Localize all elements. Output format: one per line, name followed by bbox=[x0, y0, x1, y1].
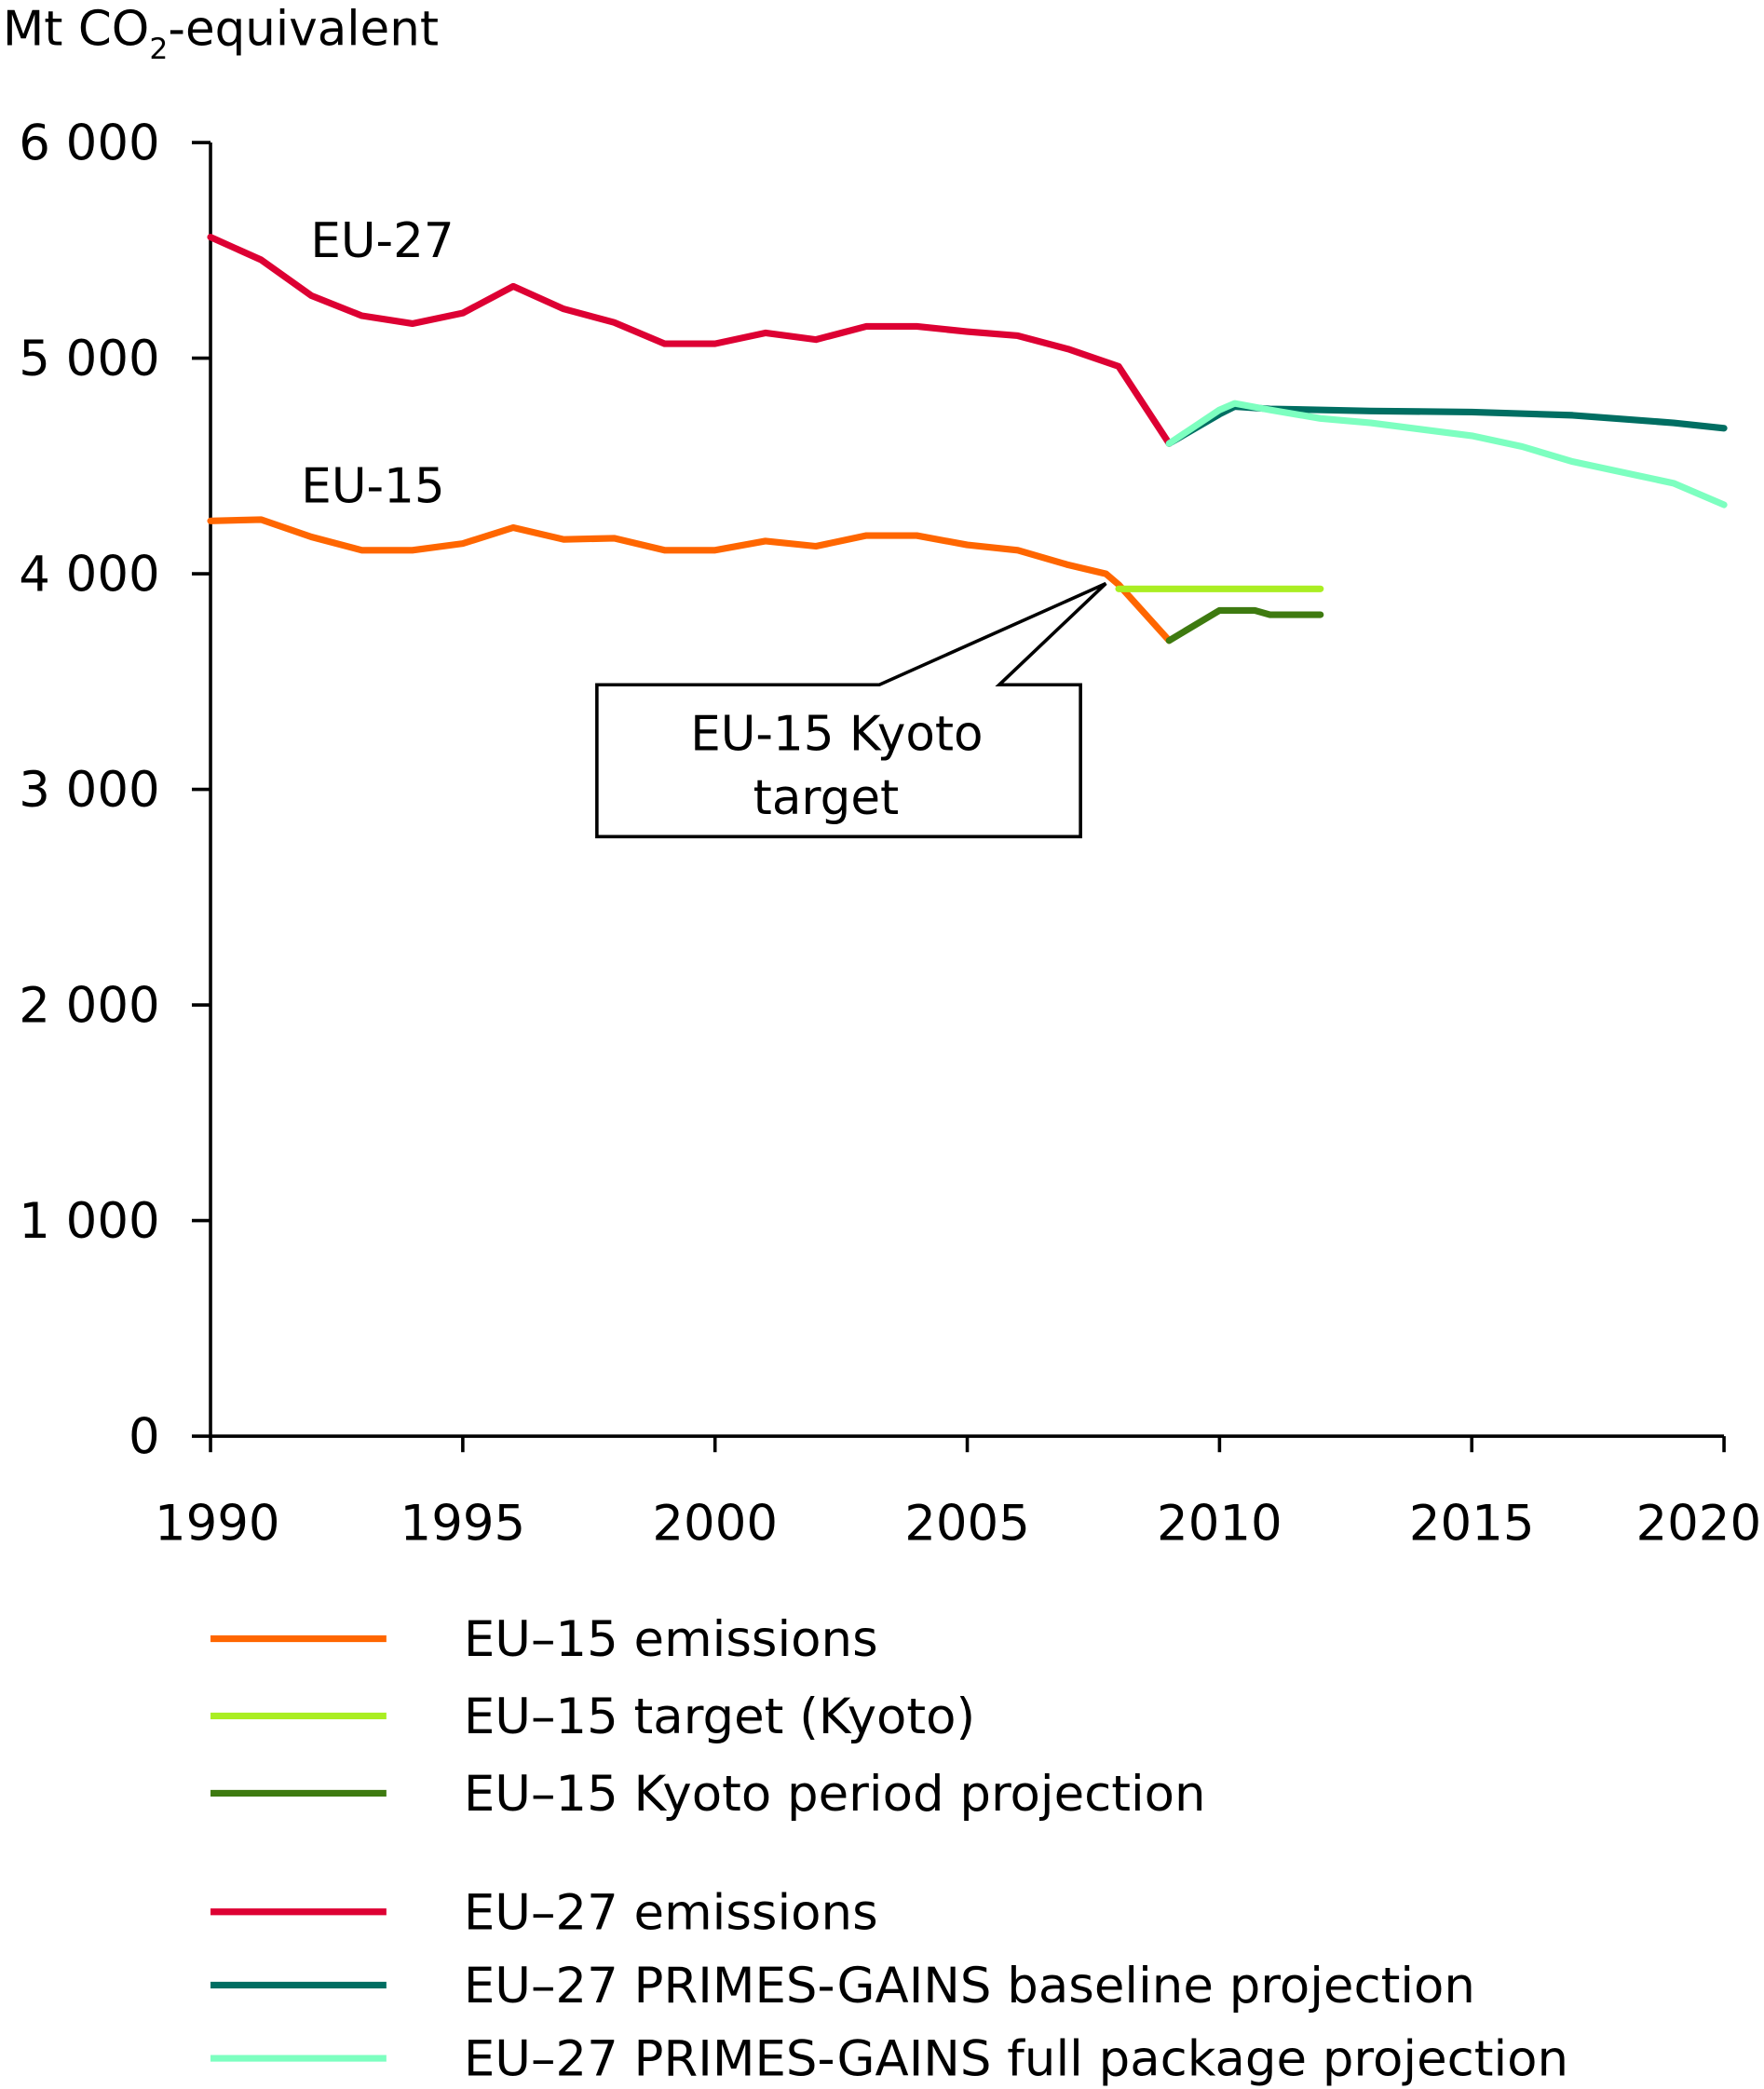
series-line-4 bbox=[1165, 403, 1728, 447]
x-tick-label: 2010 bbox=[1157, 1496, 1282, 1553]
legend-label: EU–15 Kyoto period projection bbox=[464, 1766, 1206, 1823]
y-tick-label: 2 000 bbox=[19, 978, 159, 1035]
series-line-3 bbox=[207, 234, 1173, 447]
y-tick-label: 5 000 bbox=[19, 331, 159, 387]
kyoto-callout: EU-15 Kyoto target bbox=[595, 581, 1107, 839]
series-line-5 bbox=[1165, 400, 1728, 509]
callout-box bbox=[595, 581, 1107, 839]
y-axis-label: Mt CO2-equivalent bbox=[3, 2, 439, 66]
y-tick-label: 3 000 bbox=[19, 762, 159, 819]
legend-label: EU–27 emissions bbox=[464, 1884, 878, 1941]
legend-label: EU–27 PRIMES-GAINS full package projecti… bbox=[464, 2031, 1568, 2088]
y-tick-label: 1 000 bbox=[19, 1193, 159, 1250]
legend-label: EU–27 PRIMES-GAINS baseline projection bbox=[464, 1958, 1475, 2014]
y-tick-label: 4 000 bbox=[19, 547, 159, 604]
x-tick-label: 2015 bbox=[1409, 1496, 1535, 1553]
legend-label: EU–15 emissions bbox=[464, 1611, 878, 1668]
callout-text-line2: target bbox=[753, 770, 900, 826]
callout-text-line1: EU-15 Kyoto bbox=[690, 706, 983, 762]
series-line-0 bbox=[207, 516, 1173, 644]
x-tick-label: 2005 bbox=[904, 1496, 1030, 1553]
y-tick-label: 6 000 bbox=[19, 115, 159, 172]
x-tick-label: 2020 bbox=[1635, 1496, 1761, 1553]
x-tick-label: 1995 bbox=[400, 1496, 526, 1553]
eu27-label: EU-27 bbox=[310, 213, 454, 269]
x-tick-label: 2000 bbox=[652, 1496, 778, 1553]
series-line-2 bbox=[1165, 606, 1324, 644]
eu15-label: EU-15 bbox=[301, 458, 444, 514]
legend-label: EU–15 target (Kyoto) bbox=[464, 1689, 975, 1745]
legend: EU–15 emissions EU–15 target (Kyoto) EU–15… bbox=[210, 1611, 1568, 2088]
x-tick-label: 1990 bbox=[155, 1496, 280, 1553]
y-tick-label: 0 bbox=[129, 1409, 160, 1466]
